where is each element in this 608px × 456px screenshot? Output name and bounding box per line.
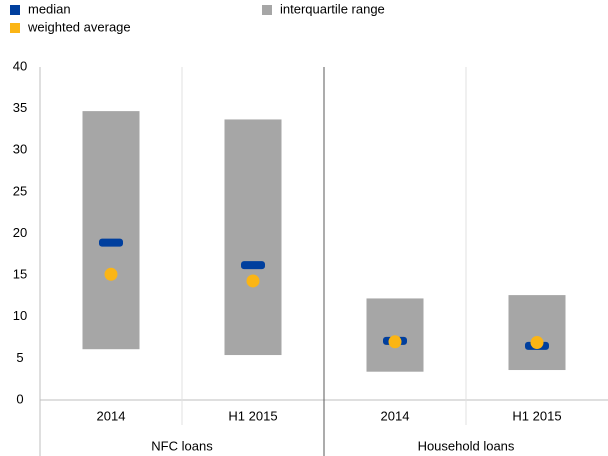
iqr-bar: [82, 111, 140, 350]
legend-label: interquartile range: [280, 1, 385, 16]
y-tick-label: 30: [13, 142, 27, 157]
x-tick-label: 2014: [97, 408, 126, 423]
weighted-average-marker: [388, 335, 402, 349]
iqr-bar: [508, 295, 566, 371]
y-tick-label: 0: [16, 391, 23, 406]
y-tick-label: 40: [13, 58, 27, 73]
y-tick-label: 35: [13, 100, 27, 115]
median-marker: [241, 261, 265, 270]
legend-swatch: [10, 23, 20, 33]
median-marker: [99, 238, 123, 247]
x-tick-label: 2014: [381, 408, 410, 423]
iqr-bar: [224, 119, 282, 356]
iqr-bar: [366, 298, 424, 372]
weighted-average-marker: [104, 267, 118, 281]
y-tick-label: 25: [13, 183, 27, 198]
legend-swatch: [10, 5, 20, 15]
y-tick-label: 15: [13, 267, 27, 282]
y-tick-label: 10: [13, 308, 27, 323]
x-tick-label: H1 2015: [512, 408, 561, 423]
legend-swatch: [262, 5, 272, 15]
legend-label: weighted average: [27, 19, 131, 34]
group-label: NFC loans: [151, 438, 213, 453]
group-label: Household loans: [418, 438, 515, 453]
y-tick-label: 20: [13, 225, 27, 240]
x-tick-label: H1 2015: [228, 408, 277, 423]
legend-label: median: [28, 1, 71, 16]
weighted-average-marker: [530, 336, 544, 350]
y-tick-label: 5: [16, 350, 23, 365]
weighted-average-marker: [246, 274, 260, 288]
